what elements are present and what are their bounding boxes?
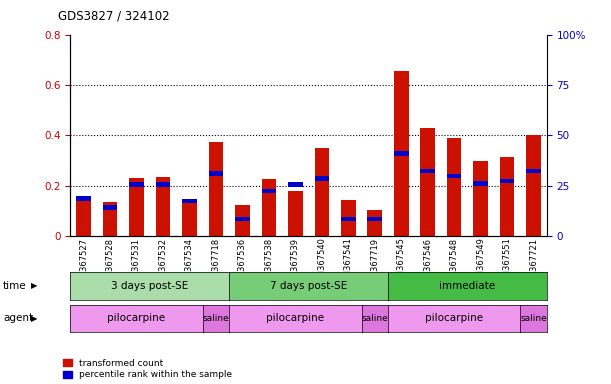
Bar bbox=[103, 205, 117, 210]
Legend: transformed count, percentile rank within the sample: transformed count, percentile rank withi… bbox=[62, 359, 232, 379]
Bar bbox=[235, 205, 250, 236]
Bar bbox=[262, 189, 276, 193]
Bar bbox=[526, 136, 541, 236]
Bar bbox=[394, 151, 409, 156]
Bar bbox=[208, 142, 223, 236]
Bar bbox=[447, 138, 461, 236]
Bar bbox=[420, 169, 435, 173]
Text: 3 days post-SE: 3 days post-SE bbox=[111, 281, 188, 291]
Text: pilocarpine: pilocarpine bbox=[266, 313, 324, 323]
Bar bbox=[341, 200, 356, 236]
Bar bbox=[182, 199, 197, 204]
Bar bbox=[474, 161, 488, 236]
Bar bbox=[103, 202, 117, 236]
Bar bbox=[367, 217, 382, 221]
Bar bbox=[288, 191, 302, 236]
Bar bbox=[235, 217, 250, 221]
Bar bbox=[182, 200, 197, 236]
Bar bbox=[262, 179, 276, 236]
Bar bbox=[526, 169, 541, 173]
Text: ▶: ▶ bbox=[31, 281, 37, 290]
Bar bbox=[129, 178, 144, 236]
Text: pilocarpine: pilocarpine bbox=[108, 313, 166, 323]
Bar bbox=[500, 179, 514, 183]
Bar bbox=[208, 171, 223, 176]
Bar bbox=[156, 177, 170, 236]
Bar bbox=[288, 182, 302, 187]
Bar bbox=[156, 182, 170, 187]
Text: immediate: immediate bbox=[439, 281, 496, 291]
Bar bbox=[315, 148, 329, 236]
Text: agent: agent bbox=[3, 313, 33, 323]
Bar bbox=[367, 210, 382, 236]
Bar bbox=[447, 174, 461, 178]
Bar bbox=[474, 181, 488, 186]
Bar bbox=[500, 157, 514, 236]
Text: ▶: ▶ bbox=[31, 314, 37, 323]
Bar bbox=[341, 217, 356, 221]
Text: 7 days post-SE: 7 days post-SE bbox=[270, 281, 347, 291]
Text: saline: saline bbox=[520, 314, 547, 323]
Bar bbox=[420, 128, 435, 236]
Bar bbox=[315, 176, 329, 181]
Text: saline: saline bbox=[361, 314, 388, 323]
Text: time: time bbox=[3, 281, 27, 291]
Bar bbox=[76, 197, 91, 236]
Bar bbox=[129, 182, 144, 187]
Bar bbox=[394, 71, 409, 236]
Text: GDS3827 / 324102: GDS3827 / 324102 bbox=[58, 10, 170, 23]
Bar bbox=[76, 196, 91, 201]
Text: pilocarpine: pilocarpine bbox=[425, 313, 483, 323]
Text: saline: saline bbox=[202, 314, 229, 323]
